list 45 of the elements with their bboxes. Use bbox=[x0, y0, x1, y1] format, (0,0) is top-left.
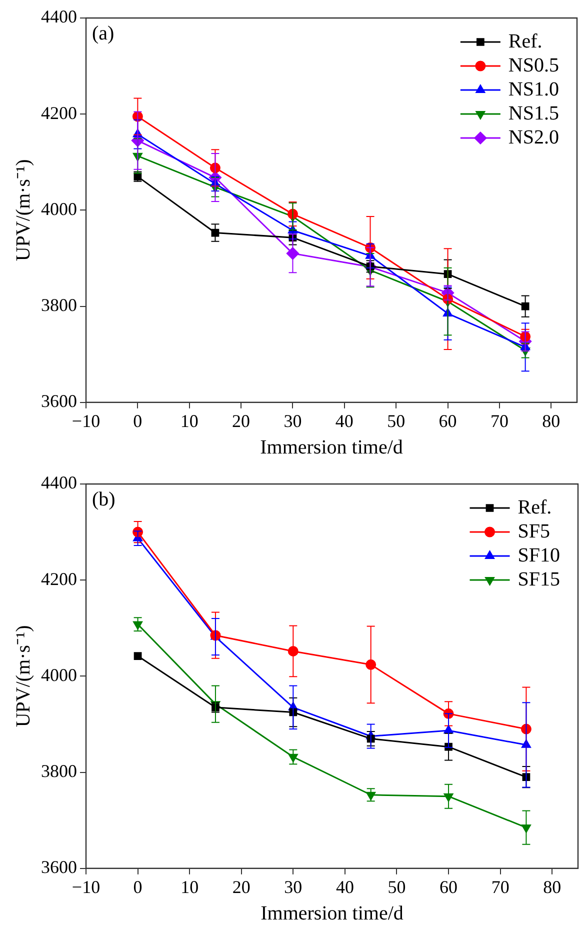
y-tick-label: 3800 bbox=[41, 295, 77, 316]
legend-label: Ref. bbox=[518, 496, 552, 518]
x-tick-label: 80 bbox=[542, 410, 560, 431]
y-tick-label: 4200 bbox=[41, 102, 77, 123]
x-axis-title: Immersion time/d bbox=[260, 902, 404, 924]
y-tick-label: 4000 bbox=[41, 198, 77, 219]
x-tick-label: 60 bbox=[438, 410, 457, 431]
x-tick-label: 30 bbox=[284, 876, 302, 897]
legend-label: NS1.0 bbox=[508, 78, 560, 100]
x-axis-title: Immersion time/d bbox=[260, 436, 403, 458]
y-tick-label: 4000 bbox=[41, 664, 77, 685]
legend-label: NS0.5 bbox=[508, 54, 560, 76]
legend-label: SF10 bbox=[518, 544, 560, 566]
y-tick-label: 3600 bbox=[41, 391, 77, 412]
x-tick-label: 60 bbox=[440, 876, 458, 897]
y-tick-label: 3800 bbox=[41, 761, 77, 782]
legend-label: SF5 bbox=[518, 520, 550, 542]
y-axis-title: UPV/(m·s⁻¹) bbox=[12, 159, 34, 262]
x-tick-label: 70 bbox=[491, 876, 510, 897]
x-tick-label: 0 bbox=[133, 410, 142, 431]
legend-label: NS2.0 bbox=[508, 126, 560, 148]
x-tick-label: −10 bbox=[72, 876, 100, 897]
x-tick-label: 40 bbox=[336, 876, 354, 897]
annotation: (b) bbox=[92, 488, 116, 510]
x-tick-label: 10 bbox=[180, 410, 198, 431]
legend-label: SF15 bbox=[518, 568, 560, 590]
annotation: (a) bbox=[92, 22, 114, 44]
y-tick-label: 4400 bbox=[41, 6, 77, 27]
x-tick-label: 0 bbox=[133, 876, 142, 897]
legend-label: NS1.5 bbox=[508, 102, 560, 124]
x-tick-label: 50 bbox=[387, 410, 406, 431]
legend-label: Ref. bbox=[508, 30, 542, 52]
x-tick-label: 20 bbox=[232, 410, 250, 431]
x-tick-label: 70 bbox=[490, 410, 508, 431]
x-tick-label: 80 bbox=[543, 876, 562, 897]
y-axis-title: UPV/(m·s⁻¹) bbox=[12, 625, 34, 728]
x-tick-label: 20 bbox=[232, 876, 250, 897]
x-tick-label: 40 bbox=[335, 410, 354, 431]
y-tick-label: 3600 bbox=[41, 857, 77, 878]
x-tick-label: 50 bbox=[388, 876, 406, 897]
y-tick-label: 4400 bbox=[41, 472, 77, 493]
x-tick-label: −10 bbox=[72, 410, 100, 431]
x-tick-label: 10 bbox=[180, 876, 199, 897]
x-tick-label: 30 bbox=[284, 410, 302, 431]
y-tick-label: 4200 bbox=[41, 568, 77, 589]
